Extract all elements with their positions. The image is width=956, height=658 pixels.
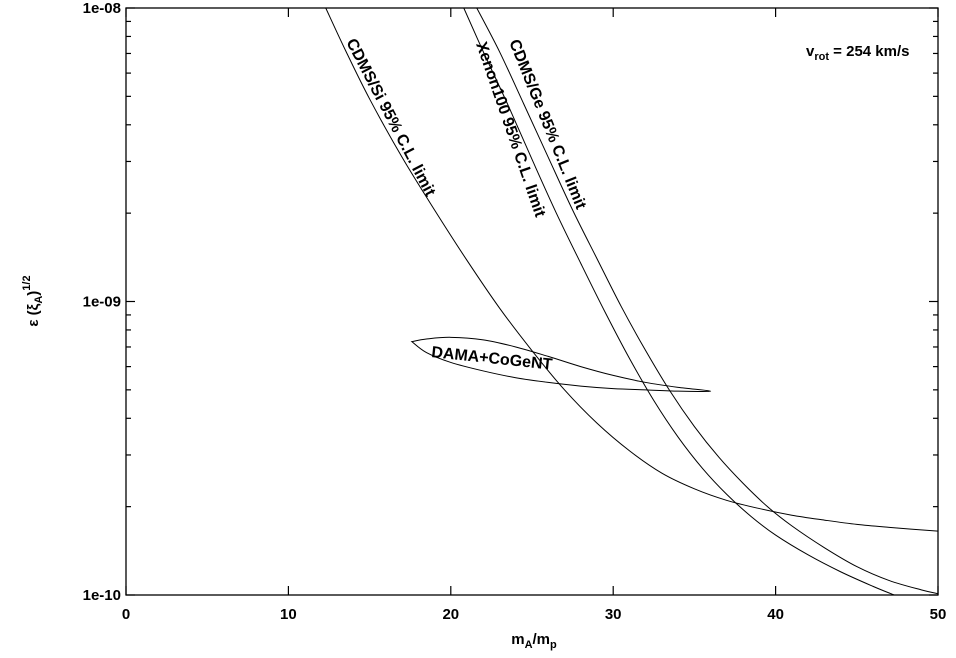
- series-cdms-ge: [476, 8, 938, 595]
- axis-ticks: 0 10 20 30 40 50 1e-10 1e-09 1e-08: [83, 0, 947, 623]
- y-tick-label: 1e-10: [83, 587, 121, 604]
- x-tick-label: 20: [442, 606, 459, 623]
- plot-area: [325, 8, 938, 595]
- x-tick-label: 50: [930, 606, 947, 623]
- rotation-velocity-annotation: vrot = 254 km/s: [806, 43, 910, 63]
- y-tick-label: 1e-09: [83, 294, 121, 311]
- plot-frame: [125, 7, 939, 596]
- x-tick-label: 10: [280, 606, 297, 623]
- x-tick-label: 30: [605, 606, 622, 623]
- x-axis-label: mA/mp: [511, 631, 557, 651]
- series-xenon100: [463, 8, 895, 595]
- series-label-dama-cogent: DAMA+CoGeNT: [431, 344, 554, 374]
- x-tick-label: 40: [767, 606, 784, 623]
- series-dama-cogent: [410, 336, 712, 392]
- y-tick-label: 1e-08: [83, 0, 121, 17]
- series-label-cdms-si: CDMS/Si 95% C.L. limit: [342, 36, 438, 200]
- y-axis-label: ε (ξA)1/2: [21, 275, 45, 326]
- x-tick-label: 0: [122, 606, 130, 623]
- series-label-xenon100: Xenon100 95% C.L. limit: [472, 40, 548, 220]
- series-cdms-si: [325, 8, 938, 532]
